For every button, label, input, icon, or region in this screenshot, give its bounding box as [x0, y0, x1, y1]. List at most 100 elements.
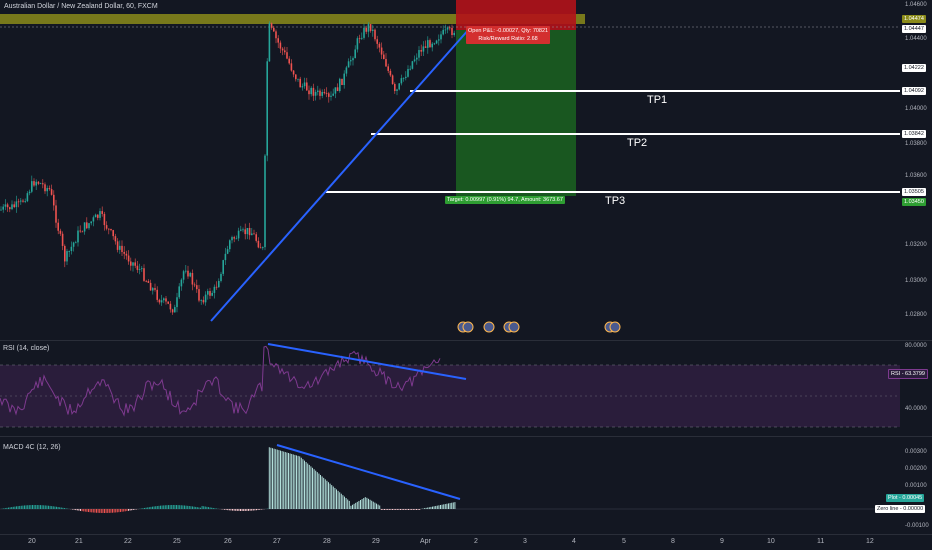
macd-bar — [180, 505, 182, 509]
macd-pane[interactable]: MACD 4C (12, 26) 0.00300 0.00200 0.00100… — [0, 437, 932, 534]
candle-body — [160, 300, 163, 303]
macd-bar — [49, 505, 51, 509]
macd-bar — [44, 505, 46, 509]
pane-separator — [0, 534, 932, 535]
macd-bar — [339, 492, 341, 509]
price-tag-top: 1.04474 — [902, 15, 926, 23]
macd-bar — [128, 509, 129, 511]
macd-bar — [164, 505, 166, 509]
macd-bar — [222, 509, 224, 510]
macd-bar — [438, 505, 440, 509]
price-chart-svg — [0, 0, 900, 333]
time-axis-label: 10 — [767, 538, 775, 545]
candle-body — [86, 222, 88, 229]
candle-body — [303, 82, 306, 87]
macd-bar — [304, 460, 305, 509]
event-icon[interactable] — [508, 321, 520, 333]
risk-reward-line: Risk/Reward Ratio: 2.68 — [478, 36, 538, 42]
candle-body — [380, 47, 383, 55]
stop-loss-zone[interactable] — [456, 0, 576, 30]
macd-bar — [321, 476, 323, 509]
macd-bar — [388, 509, 390, 510]
candle-body — [68, 251, 70, 252]
candle-body — [310, 87, 312, 95]
macd-bar — [3, 508, 5, 509]
macd-bar — [200, 507, 201, 509]
macd-bar — [292, 454, 294, 509]
candle-body — [31, 181, 33, 192]
rsi-divergence-trendline[interactable] — [267, 343, 467, 380]
price-pane[interactable]: Australian Dollar / New Zealand Dollar, … — [0, 0, 932, 340]
macd-bar — [305, 462, 307, 509]
economic-events[interactable] — [457, 321, 621, 333]
candle-body — [213, 286, 216, 293]
resistance-zone[interactable] — [0, 14, 585, 24]
candle-body — [378, 43, 381, 48]
macd-divergence-trendline[interactable] — [276, 444, 461, 500]
candle-body — [92, 217, 95, 222]
candle-body — [343, 73, 345, 85]
support-trendline-upper[interactable] — [264, 27, 471, 261]
macd-bar — [315, 470, 317, 509]
event-icon[interactable] — [462, 321, 474, 333]
macd-bar — [4, 508, 6, 509]
macd-bar — [283, 451, 285, 509]
macd-bar — [203, 506, 205, 509]
macd-bar — [155, 506, 157, 509]
macd-bar — [276, 449, 278, 509]
candle-body — [292, 70, 295, 75]
price-axis-label: 1.03000 — [905, 278, 927, 284]
candle-body — [328, 93, 330, 97]
candle-body — [400, 78, 403, 84]
macd-bar — [427, 507, 429, 509]
macd-bar — [184, 505, 185, 509]
macd-bar — [409, 509, 411, 510]
macd-bar — [331, 485, 333, 509]
candle-body — [53, 194, 55, 206]
macd-bar — [289, 453, 291, 509]
candle-body — [9, 207, 11, 210]
macd-bar — [347, 499, 349, 509]
macd-bar — [393, 509, 395, 510]
macd-bar — [171, 505, 173, 509]
candle-body — [185, 270, 187, 272]
macd-bar — [364, 497, 366, 509]
rsi-line[interactable] — [0, 345, 441, 417]
event-icon[interactable] — [483, 321, 495, 333]
price-axis-label: 1.03800 — [905, 141, 927, 147]
candle-body — [211, 292, 213, 296]
time-axis-label: 11 — [817, 538, 825, 545]
macd-bar — [72, 509, 73, 510]
candle-body — [66, 251, 68, 262]
rsi-chart-svg — [0, 343, 900, 428]
take-profit-zone[interactable] — [456, 30, 576, 196]
macd-bar — [348, 500, 350, 509]
macd-bar — [412, 509, 414, 510]
candle-body — [218, 280, 220, 288]
candle-body — [176, 297, 178, 308]
macd-bar — [272, 448, 273, 509]
candle-body — [279, 42, 282, 49]
macd-bar — [59, 507, 61, 509]
candle-body — [180, 279, 183, 287]
candle-body — [193, 284, 196, 286]
pane-separator[interactable] — [0, 436, 932, 437]
event-icon[interactable] — [609, 321, 621, 333]
candle-body — [427, 40, 429, 48]
candle-body — [229, 240, 231, 250]
candle-body — [79, 230, 81, 232]
macd-bar — [57, 507, 59, 509]
candle-body — [97, 214, 99, 218]
pane-separator[interactable] — [0, 340, 932, 341]
candle-body — [2, 206, 4, 210]
support-trendline-lower[interactable] — [210, 259, 266, 322]
candle-body — [28, 191, 31, 194]
candle-body — [376, 39, 378, 44]
time-axis-label: 4 — [572, 538, 576, 545]
candle-body — [330, 95, 332, 97]
price-axis-label: 1.04400 — [905, 36, 927, 42]
candle-body — [77, 230, 79, 243]
candle-body — [396, 89, 398, 91]
macd-bar — [96, 509, 97, 513]
rsi-pane[interactable]: RSI (14, close) 80.0000 40.0000 RSI - 63… — [0, 341, 932, 436]
